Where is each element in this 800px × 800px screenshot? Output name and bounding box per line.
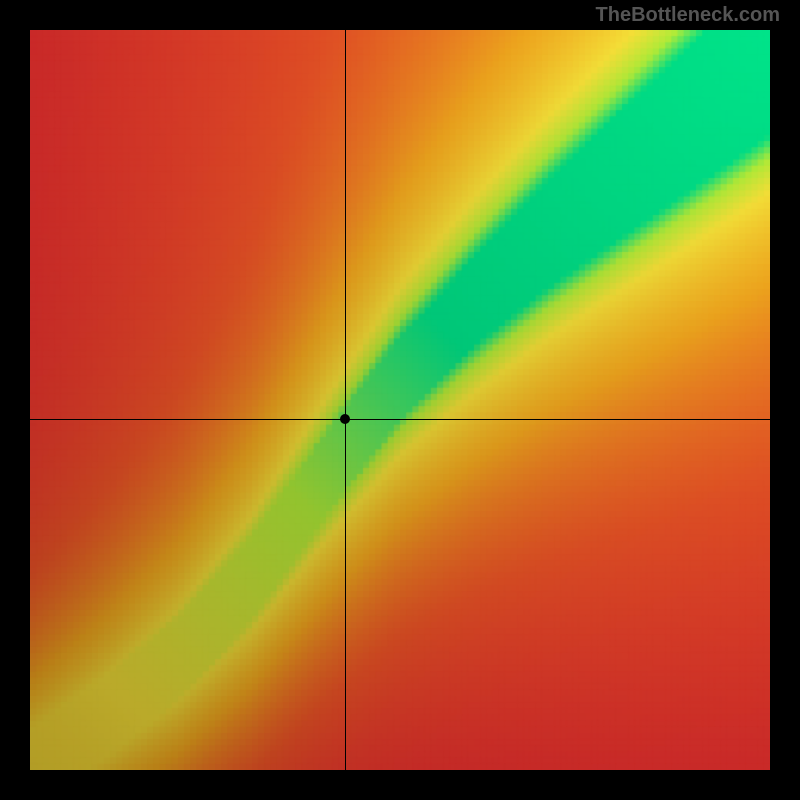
watermark-text: TheBottleneck.com [596,4,780,27]
marker-dot [340,414,350,424]
crosshair-horizontal [30,419,770,420]
plot-area [30,30,770,770]
heatmap-canvas [30,30,770,770]
crosshair-vertical [345,30,346,770]
